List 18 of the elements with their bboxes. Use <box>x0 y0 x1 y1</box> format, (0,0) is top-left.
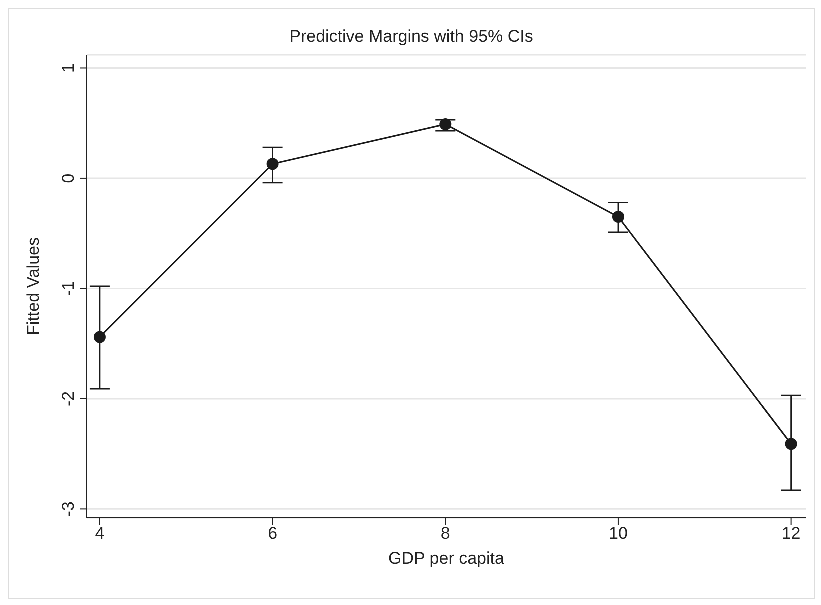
point <box>266 158 279 170</box>
point <box>785 438 798 450</box>
x-axis-title: GDP per capita <box>388 549 505 568</box>
y-tick-label: 1 <box>59 63 78 73</box>
y-tick-label: -2 <box>59 391 78 407</box>
point <box>94 331 106 344</box>
x-tick-label: 12 <box>782 524 801 544</box>
point <box>612 211 624 224</box>
x-tick-label: 8 <box>440 524 450 544</box>
point <box>440 118 452 130</box>
y-axis-title: Fitted Values <box>24 238 44 336</box>
x-tick-label: 4 <box>95 524 105 544</box>
x-tick-label: 6 <box>268 524 278 544</box>
y-tick-label: -1 <box>59 281 78 296</box>
chart-title: Predictive Margins with 95% CIs <box>288 27 534 47</box>
y-tick-label: -3 <box>59 502 78 517</box>
y-tick-label: 0 <box>59 174 78 184</box>
x-tick-label: 10 <box>609 524 628 544</box>
